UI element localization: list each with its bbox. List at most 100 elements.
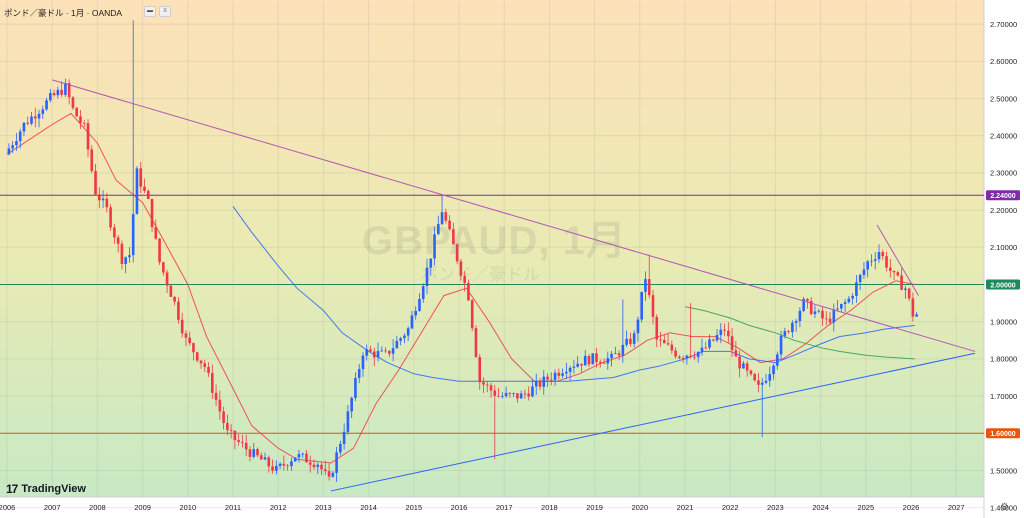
- candle-body: [900, 275, 903, 290]
- candle-body: [180, 319, 184, 334]
- tradingview-logo[interactable]: 17 TradingView: [6, 482, 86, 496]
- candle-body: [380, 350, 384, 352]
- candle-body: [395, 340, 399, 349]
- candle-body: [565, 371, 568, 374]
- candle-body: [271, 466, 274, 471]
- candle-body: [798, 310, 802, 322]
- candle-body: [109, 207, 112, 228]
- candle-body: [45, 100, 48, 110]
- candle-body: [813, 311, 817, 315]
- candle-body: [583, 356, 587, 366]
- candle-body: [241, 441, 244, 443]
- candle-body: [113, 227, 116, 238]
- candle-body: [862, 269, 866, 275]
- candle-body: [297, 454, 301, 458]
- x-tick-label: 2010: [179, 503, 196, 512]
- candle-body: [372, 351, 376, 358]
- candle-body: [312, 464, 316, 468]
- candle-body: [704, 347, 708, 349]
- candle-body: [693, 356, 696, 358]
- candle-body: [290, 461, 293, 467]
- candle-body: [75, 107, 78, 117]
- candle-body: [406, 328, 410, 336]
- candle-body: [734, 350, 738, 357]
- candle-body: [82, 123, 86, 124]
- candle-body: [757, 380, 760, 385]
- moving-average-line: [6, 112, 915, 464]
- time-axis[interactable]: 2006 2007 2008 2009 2010 2011 2012 2013 2014 2015…: [0, 503, 965, 512]
- candle-body: [745, 363, 749, 371]
- candle-body: [602, 363, 606, 364]
- candle-body: [553, 372, 557, 380]
- plot-background: [0, 0, 984, 497]
- x-tick-label: 2019: [586, 503, 603, 512]
- candle-body: [146, 190, 150, 199]
- candle-body: [689, 355, 692, 357]
- candle-body: [211, 372, 214, 393]
- candle-body: [866, 261, 869, 270]
- candle-body: [207, 366, 210, 373]
- candle-body: [791, 322, 794, 333]
- candle-body: [663, 339, 666, 344]
- y-tick-label: 2.20000: [990, 206, 1017, 215]
- candle-body: [463, 275, 466, 283]
- candle-body: [847, 298, 851, 303]
- candle-body: [523, 393, 527, 395]
- candle-body: [324, 469, 327, 472]
- x-tick-label: 2025: [857, 503, 874, 512]
- candle-body: [26, 122, 30, 124]
- moving-average-line: [232, 206, 915, 382]
- candle-body: [139, 168, 143, 187]
- minimize-icon[interactable]: ▬: [144, 6, 156, 17]
- candle-body: [11, 145, 14, 149]
- menu-icon[interactable]: ≡: [159, 6, 171, 17]
- candle-body: [881, 252, 885, 257]
- candle-body: [120, 243, 124, 264]
- trend-lines[interactable]: [52, 79, 976, 492]
- candle-body: [391, 348, 395, 354]
- candle-body: [873, 259, 877, 261]
- candle-body: [915, 314, 918, 317]
- x-tick-label: 2027: [948, 503, 965, 512]
- logo-mark: 17: [6, 482, 18, 496]
- x-tick-label: 2021: [677, 503, 694, 512]
- candle-body: [259, 455, 263, 460]
- candle-body: [870, 260, 873, 262]
- candle-body: [361, 355, 365, 370]
- candle-body: [467, 282, 470, 301]
- header-buttons: ▬ ≡: [144, 6, 171, 17]
- candle-body: [94, 170, 97, 195]
- candle-body: [301, 453, 304, 455]
- candle-body: [33, 116, 37, 119]
- candle-body: [437, 224, 440, 235]
- candle-body: [832, 309, 836, 323]
- candle-body: [885, 256, 888, 268]
- candle-body: [485, 384, 489, 386]
- candle-body: [696, 351, 700, 358]
- candle-body: [105, 198, 109, 208]
- gear-icon[interactable]: ⚙: [1000, 502, 1009, 513]
- candle-body: [79, 116, 82, 124]
- candle-body: [30, 116, 33, 124]
- candle-body: [278, 463, 282, 466]
- level-price-label: 2.00000: [990, 282, 1015, 289]
- candle-body: [86, 123, 90, 150]
- candle-body: [150, 198, 154, 228]
- candle-body: [727, 330, 730, 337]
- candle-body: [493, 390, 497, 396]
- trend-line: [52, 79, 976, 352]
- y-tick-label: 1.90000: [990, 317, 1017, 326]
- candle-body: [779, 335, 783, 355]
- x-tick-label: 2017: [496, 503, 513, 512]
- candles: [7, 20, 918, 482]
- candle-body: [768, 374, 772, 381]
- candle-body: [162, 262, 165, 273]
- candle-body: [598, 361, 602, 364]
- candle-body: [644, 279, 647, 292]
- chart-title[interactable]: ポンド／豪ドル · 1月 · OANDA: [4, 8, 123, 18]
- candle-body: [625, 338, 628, 345]
- candle-body: [252, 449, 256, 457]
- candle-body: [165, 272, 169, 286]
